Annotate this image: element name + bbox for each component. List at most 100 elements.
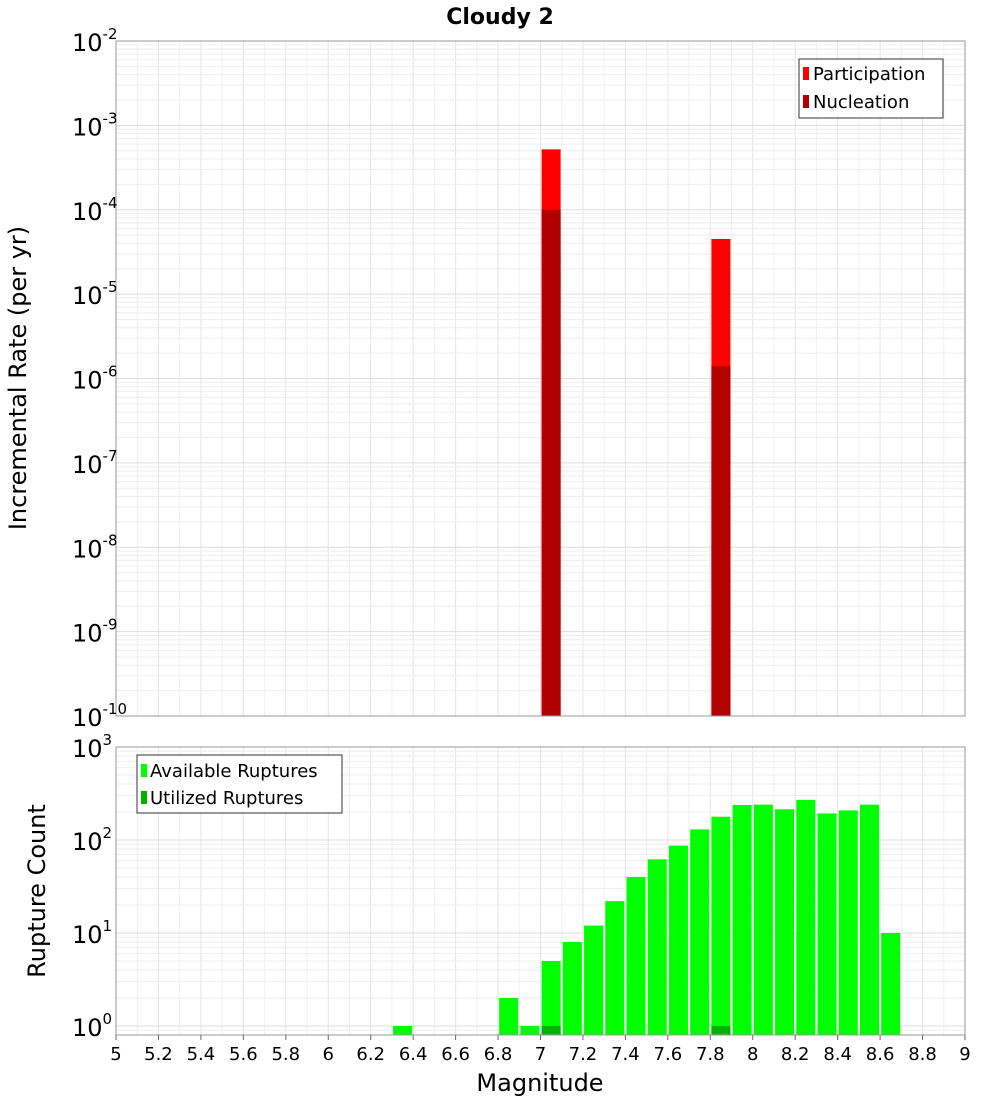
legend-label-available-ruptures: Available Ruptures bbox=[150, 761, 318, 782]
y-tick-exponent: 1 bbox=[103, 917, 113, 935]
y-tick-base: 10 bbox=[72, 451, 103, 479]
y-tick-label: 10-4 bbox=[72, 194, 118, 226]
y-tick-exponent: -9 bbox=[103, 616, 118, 634]
bottom-x-ticks: 5 5.2 5.4 5.6 5.8 6 6.2 6.4 6.6 6.8 7 7.2 7.4 7.6 7.8 8… bbox=[110, 1035, 971, 1065]
bottom-bar-available-ruptures bbox=[668, 845, 688, 1035]
x-tick-label: 7.8 bbox=[696, 1044, 725, 1065]
top-y-ticks: 10-210-310-410-510-610-710-810-910-10 bbox=[72, 25, 127, 732]
y-tick-exponent: -3 bbox=[103, 109, 118, 127]
y-tick-exponent: -10 bbox=[103, 700, 128, 718]
x-axis-label: Magnitude bbox=[476, 1069, 603, 1097]
bottom-bar-available-ruptures bbox=[626, 877, 646, 1035]
y-tick-label: 100 bbox=[72, 1010, 112, 1042]
x-tick-label: 7.2 bbox=[569, 1044, 598, 1065]
bottom-bar-available-ruptures bbox=[690, 829, 710, 1035]
x-tick-label: 7.4 bbox=[611, 1044, 640, 1065]
x-tick-label: 6.4 bbox=[399, 1044, 428, 1065]
legend-swatch-available-ruptures bbox=[141, 764, 147, 777]
y-tick-exponent: -5 bbox=[103, 278, 118, 296]
top-plot-border bbox=[115, 40, 966, 717]
y-tick-base: 10 bbox=[72, 282, 103, 310]
y-tick-base: 10 bbox=[72, 1014, 103, 1042]
top-bar-nucleation bbox=[541, 209, 561, 716]
y-tick-exponent: -2 bbox=[103, 25, 118, 43]
x-tick-label: 5.8 bbox=[271, 1044, 300, 1065]
y-tick-exponent: -8 bbox=[103, 531, 118, 549]
y-tick-exponent: 3 bbox=[103, 731, 113, 749]
y-tick-label: 103 bbox=[72, 731, 112, 763]
y-tick-base: 10 bbox=[72, 921, 103, 949]
bottom-legend-box bbox=[136, 754, 343, 814]
bottom-bar-available-ruptures bbox=[711, 816, 731, 1035]
y-tick-base: 10 bbox=[72, 198, 103, 226]
y-tick-label: 10-3 bbox=[72, 109, 118, 141]
bottom-bar-available-ruptures bbox=[520, 1025, 540, 1035]
bottom-bar-available-ruptures bbox=[732, 804, 752, 1035]
bottom-bar-utilized-ruptures bbox=[541, 1025, 561, 1035]
top-panel: 10-210-310-410-510-610-710-810-910-10 In… bbox=[4, 25, 966, 732]
legend-label-participation: Participation bbox=[813, 64, 925, 85]
y-tick-base: 10 bbox=[72, 704, 103, 732]
top-legend: Participation Nucleation bbox=[798, 58, 944, 119]
y-tick-label: 10-2 bbox=[72, 25, 118, 57]
bottom-bar-available-ruptures bbox=[584, 925, 604, 1035]
bottom-bar-utilized-ruptures bbox=[711, 1025, 731, 1035]
x-tick-label: 6 bbox=[323, 1044, 334, 1065]
bottom-bar-available-ruptures bbox=[562, 942, 582, 1035]
y-tick-label: 10-6 bbox=[72, 363, 118, 395]
chart-title: Cloudy 2 bbox=[446, 5, 554, 30]
y-tick-exponent: 0 bbox=[103, 1010, 113, 1028]
x-tick-label: 8.4 bbox=[823, 1044, 852, 1065]
x-tick-label: 8.6 bbox=[866, 1044, 895, 1065]
legend-label-nucleation: Nucleation bbox=[813, 92, 909, 113]
x-tick-label: 7.6 bbox=[654, 1044, 683, 1065]
y-tick-exponent: -7 bbox=[103, 447, 118, 465]
y-tick-label: 10-9 bbox=[72, 616, 118, 648]
bottom-bar-available-ruptures bbox=[881, 932, 901, 1035]
x-tick-label: 5.6 bbox=[229, 1044, 258, 1065]
top-bar-nucleation bbox=[711, 366, 731, 716]
bottom-bar-available-ruptures bbox=[541, 960, 561, 1035]
bottom-bar-available-ruptures bbox=[499, 997, 519, 1035]
y-tick-exponent: 2 bbox=[103, 824, 113, 842]
bottom-bar-available-ruptures bbox=[605, 901, 625, 1035]
bottom-bar-available-ruptures bbox=[796, 799, 816, 1035]
legend-swatch-utilized-ruptures bbox=[141, 791, 147, 804]
legend-swatch-participation bbox=[803, 67, 809, 80]
x-tick-label: 8 bbox=[747, 1044, 758, 1065]
legend-label-utilized-ruptures: Utilized Ruptures bbox=[150, 788, 303, 809]
top-y-axis-label: Incremental Rate (per yr) bbox=[4, 226, 32, 530]
x-tick-label: 8.2 bbox=[781, 1044, 810, 1065]
x-tick-label: 8.8 bbox=[908, 1044, 937, 1065]
x-tick-label: 5.4 bbox=[187, 1044, 216, 1065]
top-grid bbox=[115, 41, 966, 717]
y-tick-label: 10-10 bbox=[72, 700, 127, 732]
y-tick-base: 10 bbox=[72, 535, 103, 563]
x-tick-label: 6.2 bbox=[356, 1044, 385, 1065]
y-tick-label: 10-7 bbox=[72, 447, 118, 479]
y-tick-exponent: -4 bbox=[103, 194, 118, 212]
bottom-bar-available-ruptures bbox=[817, 813, 837, 1035]
bottom-bar-available-ruptures bbox=[838, 810, 858, 1035]
bottom-bar-available-ruptures bbox=[859, 804, 879, 1035]
y-tick-exponent: -6 bbox=[103, 363, 118, 381]
y-tick-base: 10 bbox=[72, 367, 103, 395]
y-tick-base: 10 bbox=[72, 113, 103, 141]
bottom-bar-available-ruptures bbox=[647, 859, 667, 1035]
bottom-bar-available-ruptures bbox=[393, 1025, 413, 1035]
x-tick-label: 5 bbox=[110, 1044, 121, 1065]
bottom-bars bbox=[393, 799, 901, 1035]
x-tick-label: 9 bbox=[959, 1044, 970, 1065]
y-tick-base: 10 bbox=[72, 735, 103, 763]
bottom-y-axis-label: Rupture Count bbox=[23, 804, 51, 978]
bottom-legend: Available Ruptures Utilized Ruptures bbox=[136, 754, 343, 814]
top-bars bbox=[541, 149, 731, 716]
x-tick-label: 5.2 bbox=[144, 1044, 173, 1065]
y-tick-base: 10 bbox=[72, 620, 103, 648]
legend-swatch-nucleation bbox=[803, 95, 809, 108]
y-tick-label: 10-5 bbox=[72, 278, 118, 310]
y-tick-label: 10-8 bbox=[72, 531, 118, 563]
